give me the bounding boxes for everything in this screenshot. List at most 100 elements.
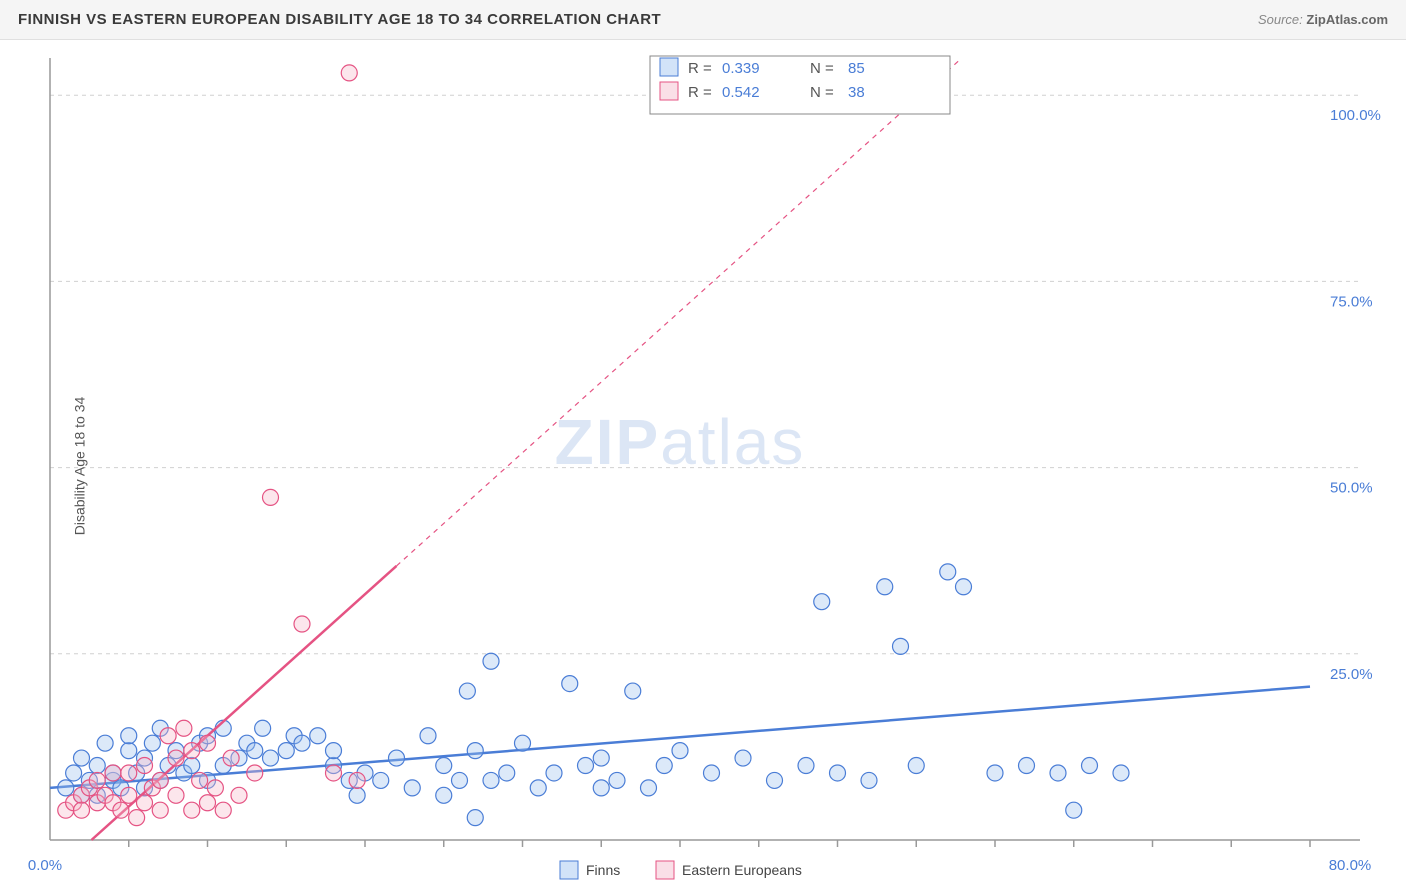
eastern-point [137,758,153,774]
y-tick-label: 75.0% [1330,293,1373,310]
finns-point [546,765,562,781]
eastern-point [223,750,239,766]
finns-point [672,743,688,759]
source-attribution: Source: ZipAtlas.com [1258,12,1388,27]
finns-point [483,653,499,669]
eastern-point [349,772,365,788]
eastern-point [231,787,247,803]
legend-n-value-eastern: 38 [848,84,865,101]
finns-point [593,750,609,766]
legend-r-label: R = [688,84,712,101]
finns-point [798,758,814,774]
legend-r-label: R = [688,60,712,77]
finns-point [404,780,420,796]
finns-point [1050,765,1066,781]
legend-r-value-finns: 0.339 [722,60,760,77]
finns-point [121,728,137,744]
eastern-point [247,765,263,781]
finns-point [294,735,310,751]
eastern-trendline [397,58,962,566]
finns-point [562,676,578,692]
eastern-point [152,802,168,818]
legend-r-value-eastern: 0.542 [722,84,760,101]
eastern-point [105,765,121,781]
eastern-point [263,489,279,505]
y-tick-label: 100.0% [1330,107,1381,124]
source-prefix: Source: [1258,12,1306,27]
finns-point [830,765,846,781]
finns-point [97,735,113,751]
eastern-point [176,720,192,736]
eastern-point [89,772,105,788]
finns-point [861,772,877,788]
eastern-point [129,810,145,826]
finns-point [452,772,468,788]
finns-point [436,787,452,803]
finns-point [593,780,609,796]
finns-point [499,765,515,781]
eastern-point [207,780,223,796]
finns-point [184,758,200,774]
finns-point [578,758,594,774]
eastern-point [341,65,357,81]
y-tick-label: 25.0% [1330,666,1373,683]
scatter-chart: ZIPatlas 25.0% 50.0% 75.0% 100.0% 0.0% 80.0% R … [0,40,1406,892]
watermark: ZIPatlas [555,406,806,478]
finns-point [483,772,499,788]
finns-point [420,728,436,744]
finns-point [704,765,720,781]
bottom-label-eastern: Eastern Europeans [682,862,802,878]
finns-point [735,750,751,766]
finns-point [349,787,365,803]
finns-point [255,720,271,736]
finns-point [121,743,137,759]
y-tick-label: 50.0% [1330,480,1373,497]
eastern-point [152,772,168,788]
finns-point [767,772,783,788]
eastern-point [121,765,137,781]
legend-swatch-eastern [660,82,678,100]
finns-point [641,780,657,796]
y-axis-label: Disability Age 18 to 34 [71,397,87,536]
finns-point [987,765,1003,781]
legend-swatch-finns [660,58,678,76]
eastern-point [184,802,200,818]
eastern-point [200,795,216,811]
eastern-point [215,802,231,818]
finns-point [247,743,263,759]
chart-title: FINNISH VS EASTERN EUROPEAN DISABILITY A… [18,11,661,28]
eastern-point [137,795,153,811]
bottom-swatch-finns [560,861,578,879]
finns-point [467,810,483,826]
finns-point [58,780,74,796]
chart-header: FINNISH VS EASTERN EUROPEAN DISABILITY A… [0,0,1406,40]
eastern-point [184,743,200,759]
eastern-point [74,802,90,818]
finns-point [956,579,972,595]
eastern-point [168,787,184,803]
finns-point [74,750,90,766]
bottom-label-finns: Finns [586,862,620,878]
eastern-point [294,616,310,632]
finns-point [436,758,452,774]
finns-point [515,735,531,751]
finns-point [609,772,625,788]
bottom-swatch-eastern [656,861,674,879]
legend-n-value-finns: 85 [848,60,865,77]
finns-point [326,743,342,759]
finns-point [908,758,924,774]
finns-point [1019,758,1035,774]
legend-n-label: N = [810,84,834,101]
finns-point [1066,802,1082,818]
finns-point [278,743,294,759]
finns-point [656,758,672,774]
eastern-point [326,765,342,781]
eastern-point [113,802,129,818]
finns-point [144,735,160,751]
finns-point [877,579,893,595]
x-max-label: 80.0% [1329,857,1372,874]
finns-point [940,564,956,580]
finns-point [1082,758,1098,774]
eastern-point [121,787,137,803]
x-origin-label: 0.0% [28,857,62,874]
